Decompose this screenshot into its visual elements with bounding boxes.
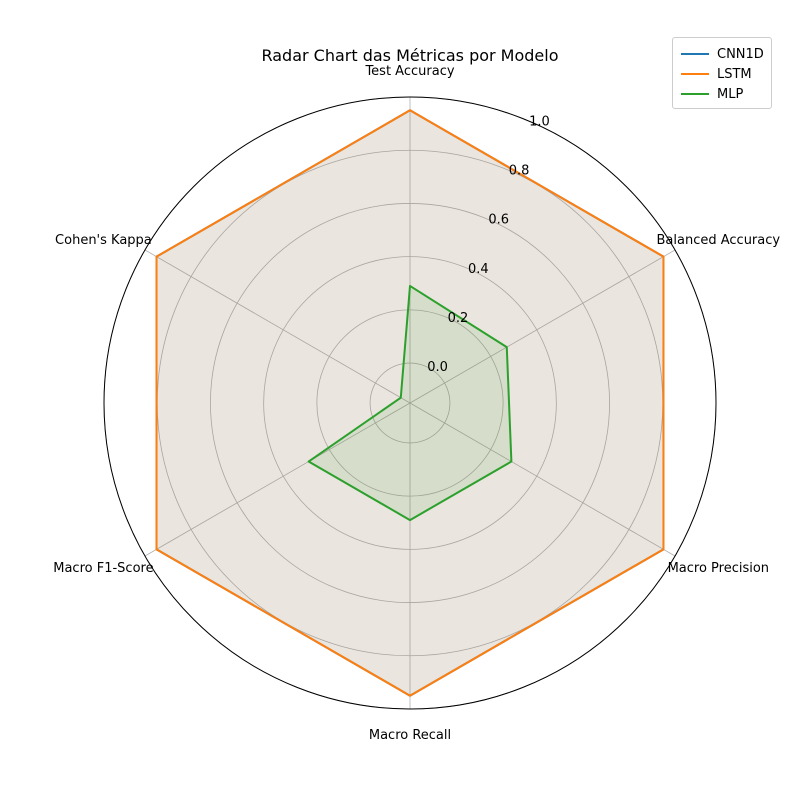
radial-tick-label: 0.2 [448,311,469,326]
polar-frame [103,96,717,710]
series-fill-lstm [156,110,664,696]
category-label: Macro F1-Score [53,561,153,576]
category-label: Cohen's Kappa [55,233,152,248]
series-fill-cnn1d [156,110,664,696]
grid-spoke [144,402,411,557]
radial-tick-label: 0.8 [509,163,530,178]
series-line-mlp [307,284,513,522]
chart-title: Radar Chart das Métricas por Modelo [261,46,558,65]
series-layer [155,109,665,697]
legend-label-mlp: MLP [717,86,744,102]
legend-item-mlp: MLP [681,84,743,104]
legend-swatch-mlp [681,93,709,95]
legend-swatch-lstm [681,73,709,75]
legend-swatch-cnn1d [681,53,709,55]
category-label: Macro Recall [369,728,451,743]
series-fill-mlp [308,285,512,521]
category-label: Macro Precision [668,561,769,576]
radial-tick-label: 0.6 [488,213,509,228]
radial-tick-label: 0.0 [427,360,448,375]
grid-spoke [409,402,676,557]
radial-tick-label: 0.4 [468,262,489,277]
label-layer: 0.0 0.2 0.4 0.6 0.8 1.0 Test Accuracy Balanced … [53,64,780,743]
category-label: Test Accuracy [364,64,454,79]
legend-label-cnn1d: CNN1D [717,46,764,62]
series-line-lstm [155,109,665,697]
radial-tick-label: 1.0 [529,114,550,129]
grid-spoke [144,249,411,404]
legend-label-lstm: LSTM [717,66,752,82]
category-label: Balanced Accuracy [657,233,781,248]
legend-item-cnn1d: CNN1D [681,44,764,64]
grid-spoke [409,249,676,404]
legend: CNN1D LSTM MLP [672,37,772,109]
legend-item-lstm: LSTM [681,64,752,84]
